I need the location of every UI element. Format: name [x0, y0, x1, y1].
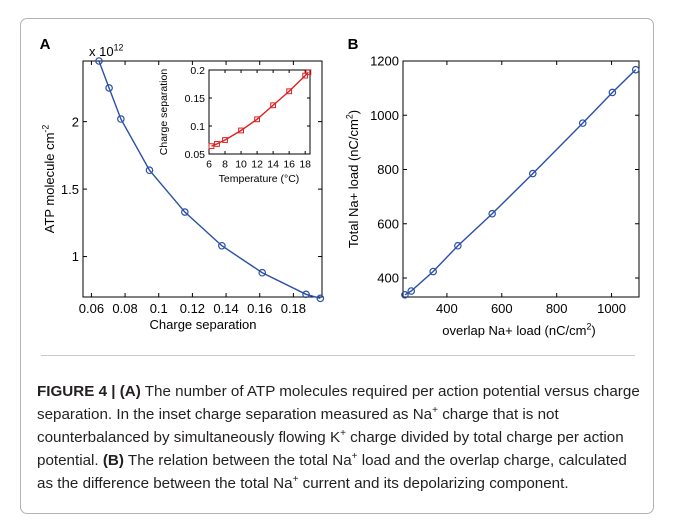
- panel-a-ylabel-part: -2: [41, 125, 51, 133]
- panel-a-data-point: [218, 241, 226, 250]
- caption-superscript: +: [351, 451, 358, 462]
- panel-b-data-point: [488, 209, 496, 218]
- panel-a-axes-frame: [82, 60, 323, 298]
- caption-a-text-1: The number of ATP molecules required per…: [37, 383, 640, 423]
- panel-a-data-point: [181, 208, 189, 216]
- inset-data-point: [254, 116, 260, 123]
- inset-ylabel: Charge separation: [158, 69, 170, 156]
- panel-b-xtick-label: 400: [436, 301, 458, 316]
- panel-a-xtick-label: 0.18: [281, 301, 306, 316]
- inset-data-point: [286, 88, 293, 95]
- panel-a-ytick-label: 1: [72, 249, 79, 264]
- panel-a-xtick-label: 0.12: [180, 301, 205, 316]
- inset-data-point: [305, 69, 312, 76]
- caption-b-label: (B): [102, 452, 124, 469]
- inset-data-point: [208, 143, 215, 150]
- panel-a-xlabel: Charge separation: [150, 317, 257, 332]
- panel-a-ylabel: ATP molecule cm-2: [41, 125, 57, 234]
- inset-xtick-label: 6: [206, 159, 212, 171]
- panel-b-ytick-label: 1000: [370, 108, 399, 123]
- caption-a-text-2: charge that is not counterbalanced by si…: [37, 406, 559, 446]
- figure-caption: FIGURE 4 | (A) The number of ATP molecul…: [37, 380, 641, 495]
- caption-superscript: +: [292, 474, 299, 485]
- panel-b-ytick-label: 600: [377, 216, 399, 231]
- panel-a-label: A: [40, 36, 51, 53]
- panel-b-xlabel-part: 2: [586, 322, 591, 332]
- caption-b-text-2: load and the overlap charge, calculated …: [37, 452, 627, 492]
- panel-a-data-point: [316, 294, 325, 303]
- inset-ytick-label: 0.2: [190, 65, 205, 77]
- panel-b-axes-frame: [402, 60, 640, 298]
- panel-b-ylabel-part: Total Na+ load (nC/cm: [346, 119, 361, 248]
- panel-a-y-multiplier-part: x 10: [89, 44, 114, 59]
- panel-a-xtick-label: 0.14: [213, 301, 238, 316]
- panel-a-xtick-label: 0.16: [247, 301, 272, 316]
- panel-b-data-point: [608, 88, 617, 97]
- panel-b-label: B: [348, 36, 359, 53]
- panel-a-ytick-label: 2: [72, 114, 79, 129]
- inset-xtick-label: 18: [299, 159, 311, 171]
- panel-a-ytick-label: 1.5: [61, 182, 79, 197]
- panel-a-data-point: [105, 84, 113, 92]
- panel-b-series-line: [404, 69, 637, 296]
- panel-b-data-point: [631, 65, 640, 74]
- panel-b-ylabel-part: ): [346, 110, 361, 114]
- panel-b-xtick-label: 800: [546, 301, 568, 316]
- inset-xtick-label: 14: [267, 159, 279, 171]
- inset-ytick-label: 0.05: [185, 149, 206, 161]
- panel-b-xlabel: overlap Na+ load (nC/cm2): [442, 322, 595, 338]
- panel-a-data-point: [117, 115, 125, 123]
- panel-a-ylabel-part: ATP molecule cm: [42, 133, 57, 234]
- panel-b-xtick-label: 600: [491, 301, 513, 316]
- panel-a-y-multiplier-part: 12: [114, 43, 124, 53]
- panel-b-xtick-label: 1000: [597, 301, 626, 316]
- panel-a-data-point: [95, 57, 103, 65]
- inset-xlabel: Temperature (°C): [219, 173, 300, 185]
- caption-superscript: +: [432, 405, 438, 416]
- panel-b-data-point: [454, 241, 462, 250]
- inset-xtick-label: 8: [222, 159, 228, 171]
- panel-b-ylabel: Total Na+ load (nC/cm2): [345, 110, 361, 248]
- panel-a-xtick-label: 0.06: [79, 301, 104, 316]
- panel-b-data-point: [401, 291, 409, 299]
- caption-b-text-3: current and its depolarizing component.: [298, 475, 569, 492]
- caption-a-label: (A): [119, 383, 141, 400]
- inset-xtick-label: 16: [283, 159, 295, 171]
- panel-a-y-multiplier: x 1012: [89, 43, 123, 59]
- inset-data-point: [214, 141, 220, 147]
- inset-ytick-label: 0.15: [185, 93, 206, 105]
- panel-a-xtick-label: 0.08: [112, 301, 137, 316]
- panel-b-data-point: [528, 169, 537, 178]
- caption-a-text-3: charge divided by total charge per actio…: [37, 429, 624, 469]
- inset-data-point: [302, 72, 309, 79]
- caption-superscript: +: [340, 428, 346, 439]
- inset-xtick-label: 12: [251, 159, 263, 171]
- inset-data-point: [222, 137, 228, 143]
- inset-data-point: [238, 127, 244, 134]
- caption-figure-label: FIGURE 4 |: [37, 383, 120, 400]
- inset-data-point: [270, 102, 277, 109]
- panel-a-xtick-label: 0.1: [150, 301, 168, 316]
- panel-a-data-point: [145, 166, 154, 175]
- panel-b-ytick-label: 800: [377, 162, 399, 177]
- inset-axes-frame: [208, 69, 311, 155]
- panel-b-ytick-label: 1200: [370, 54, 399, 69]
- panel-b-data-point: [578, 119, 587, 127]
- inset-xtick-label: 10: [235, 159, 247, 171]
- panel-b-xlabel-part: ): [591, 323, 595, 338]
- panel-a-data-point: [302, 290, 310, 299]
- caption-divider: [41, 355, 635, 356]
- panel-b-data-point: [429, 267, 437, 276]
- panel-b-xlabel-part: overlap Na+ load (nC/cm: [442, 323, 586, 338]
- caption-b-text-1: The relation between the total Na: [123, 452, 352, 469]
- panel-b-data-point: [407, 287, 416, 295]
- inset-ytick-label: 0.1: [190, 121, 205, 133]
- panel-a-series-line: [98, 60, 321, 300]
- panel-a-data-point: [258, 268, 267, 277]
- panel-b-ytick-label: 400: [377, 271, 399, 286]
- panel-b-ylabel-part: 2: [345, 114, 355, 119]
